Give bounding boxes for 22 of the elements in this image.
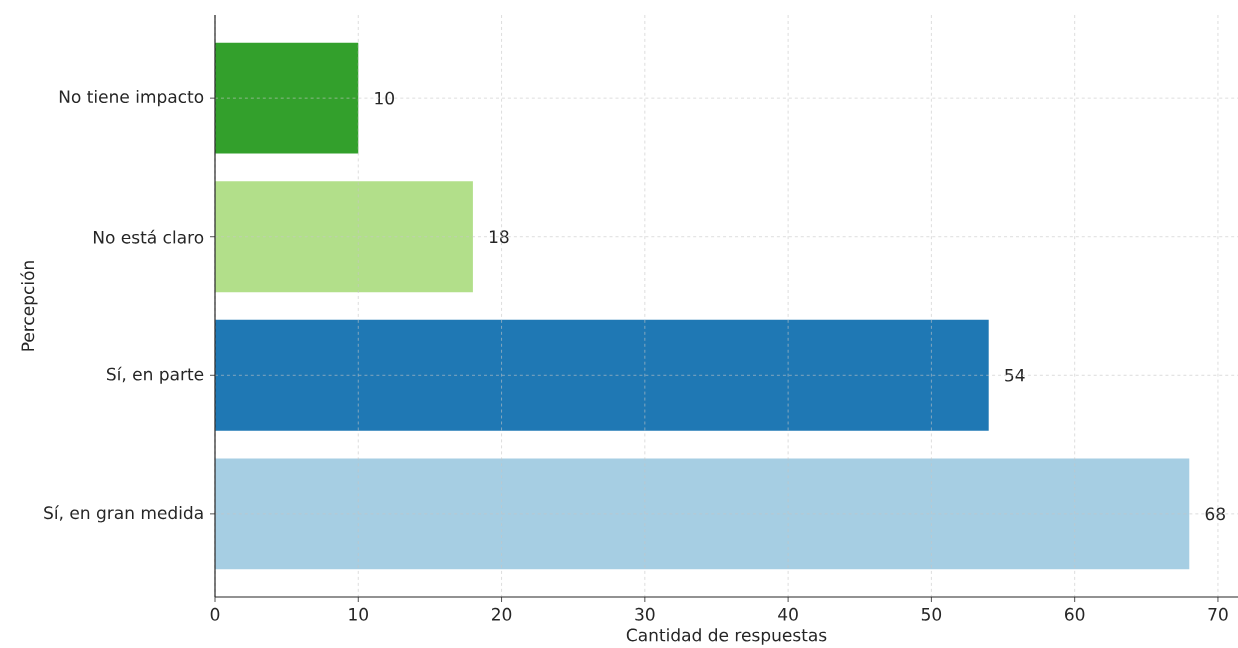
bar — [215, 319, 989, 431]
y-tick-label: Sí, en parte — [106, 366, 204, 384]
data-label: 54 — [1005, 368, 1025, 382]
bar — [215, 181, 473, 293]
y-tick-label: No tiene impacto — [59, 89, 204, 107]
data-label: 68 — [1205, 507, 1225, 521]
x-axis-title: Cantidad de respuestas — [626, 628, 827, 645]
y-tick-label: Sí, en gran medida — [44, 505, 203, 523]
y-axis-title: Percepción — [20, 261, 38, 351]
x-tick-label: 0 — [210, 607, 220, 621]
data-label: 10 — [375, 91, 394, 105]
x-tick-label: 60 — [1065, 607, 1085, 621]
x-tick-label: 10 — [349, 607, 368, 621]
x-tick-label: 40 — [778, 607, 798, 621]
bar — [215, 458, 1190, 570]
x-tick-label: 70 — [1208, 607, 1228, 621]
x-tick-label: 50 — [921, 607, 942, 621]
y-tick-label: No está claro — [93, 229, 204, 244]
data-label: 18 — [489, 230, 509, 244]
x-tick-label: 20 — [491, 607, 512, 621]
bar — [215, 42, 359, 154]
x-tick-label: 30 — [635, 607, 655, 621]
